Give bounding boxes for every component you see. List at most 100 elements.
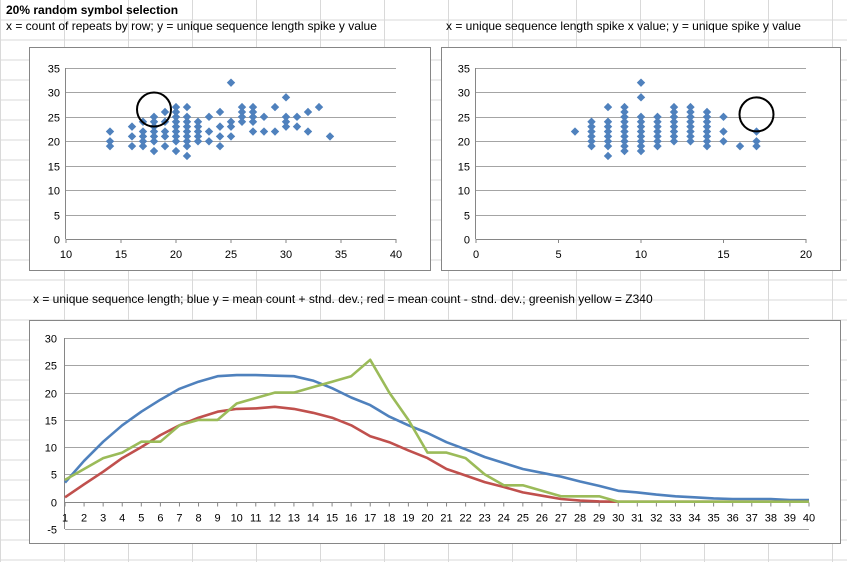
data-point <box>237 102 247 112</box>
data-point <box>636 146 646 156</box>
x-tick-label: 38 <box>765 513 777 525</box>
y-tick-label: -5 <box>47 525 57 537</box>
data-point <box>270 127 280 136</box>
data-point <box>193 127 203 136</box>
x-tick-label: 22 <box>459 513 471 525</box>
data-point <box>226 78 236 87</box>
data-point <box>702 127 712 136</box>
data-point <box>182 151 192 161</box>
data-point <box>259 127 269 136</box>
caption-top-left: x = count of repeats by row; y = unique … <box>6 19 377 33</box>
y-tick-label: 15 <box>458 162 470 174</box>
data-point <box>171 107 181 117</box>
x-tick-label: 8 <box>195 513 201 525</box>
data-point <box>248 112 258 122</box>
data-point <box>636 117 646 126</box>
data-point <box>281 122 291 131</box>
data-point <box>237 117 247 126</box>
data-point <box>314 102 324 112</box>
scatter-chart-repeats: 0 5 10 15 20 25 30 35 10 15 20 25 30 35 40 <box>48 64 402 262</box>
data-point <box>193 122 203 131</box>
y-tick-label: 15 <box>48 162 60 174</box>
data-point <box>105 127 115 136</box>
x-tick-label: 40 <box>390 249 402 261</box>
x-tick-label: 12 <box>269 513 281 525</box>
data-point <box>735 141 745 151</box>
data-point <box>182 122 192 131</box>
data-point <box>702 117 712 126</box>
y-tick-label: 35 <box>458 64 470 76</box>
x-tick-label: 40 <box>803 513 815 525</box>
x-tick-label: 3 <box>100 513 106 525</box>
x-tick-label: 17 <box>364 513 376 525</box>
data-point <box>669 132 679 141</box>
data-point <box>653 132 662 141</box>
data-point <box>303 127 313 136</box>
data-point <box>603 151 613 161</box>
data-point <box>719 112 728 122</box>
x-tick-label: 23 <box>479 513 491 525</box>
data-point <box>620 102 629 112</box>
y-tick-label: 5 <box>54 211 60 223</box>
data-point <box>702 112 712 122</box>
x-tick-label: 32 <box>650 513 662 525</box>
data-point <box>620 117 629 126</box>
chart-box-bottom[interactable]: -5 0 5 10 15 20 25 30 1 2 3 4 5 6 7 8 9 10 11 12 13 14 15 16 17 1… <box>29 320 841 544</box>
x-tick-label: 0 <box>473 249 479 261</box>
y-tick-label: 10 <box>45 443 57 455</box>
data-point <box>127 132 137 141</box>
data-point <box>171 102 181 112</box>
x-tick-label: 39 <box>784 513 796 525</box>
data-point <box>620 137 629 146</box>
x-tick-label: 28 <box>574 513 586 525</box>
data-point <box>248 127 258 136</box>
scatter-chart-spikes: 0 5 10 15 20 25 30 35 0 5 10 15 20 <box>458 64 812 262</box>
data-point <box>653 137 662 146</box>
y-tick-label: 25 <box>48 113 60 125</box>
data-point <box>653 112 662 122</box>
data-point <box>702 137 712 146</box>
x-tick-label: 30 <box>280 249 292 261</box>
x-tick-label: 15 <box>717 249 729 261</box>
x-tick-label: 20 <box>421 513 433 525</box>
data-point <box>686 132 695 141</box>
y-tick-label: 15 <box>45 416 57 428</box>
sheet-title: 20% random symbol selection <box>6 3 179 17</box>
x-tick-label: 35 <box>707 513 719 525</box>
data-point <box>636 112 646 122</box>
x-tick-label: 7 <box>176 513 182 525</box>
data-point <box>719 127 728 136</box>
data-point <box>603 122 613 131</box>
data-point <box>702 122 712 131</box>
x-tick-label: 10 <box>231 513 243 525</box>
y-tick-label: 20 <box>48 137 60 149</box>
data-point <box>226 117 236 126</box>
x-tick-label: 20 <box>800 249 812 261</box>
y-tick-label: 10 <box>48 186 60 198</box>
data-point <box>215 141 225 151</box>
data-point <box>587 122 596 131</box>
data-point <box>669 102 679 112</box>
data-point <box>587 127 596 136</box>
data-point <box>237 112 247 122</box>
x-tick-label: 5 <box>138 513 144 525</box>
data-point <box>182 117 192 126</box>
data-point <box>587 137 596 146</box>
x-tick-label: 24 <box>498 513 510 525</box>
data-point <box>226 122 236 131</box>
data-point <box>653 117 662 126</box>
data-point <box>752 137 761 146</box>
data-point <box>686 122 695 131</box>
data-point <box>620 112 629 122</box>
x-tick-label: 27 <box>555 513 567 525</box>
data-point <box>248 102 258 112</box>
y-tick-label: 30 <box>458 88 470 100</box>
data-point <box>702 107 712 117</box>
chart-box-top-left[interactable]: 0 5 10 15 20 25 30 35 10 15 20 25 30 35 40 <box>29 47 431 271</box>
y-tick-label: 0 <box>464 235 470 247</box>
series-line-3 <box>64 358 809 503</box>
data-point <box>171 137 181 146</box>
chart-box-top-right[interactable]: 0 5 10 15 20 25 30 35 0 5 10 15 20 <box>441 47 841 271</box>
data-point <box>636 127 646 136</box>
